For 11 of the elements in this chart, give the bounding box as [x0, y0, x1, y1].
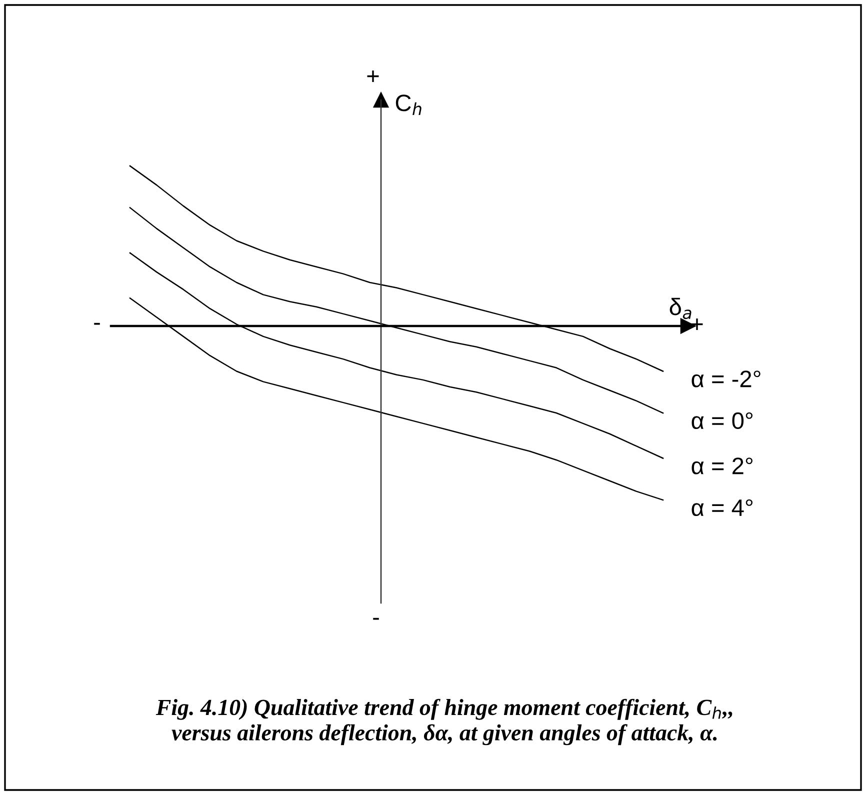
- text: -: [373, 618, 379, 620]
- text: +: [367, 70, 379, 82]
- text: -: [94, 322, 100, 325]
- y-axis-title: C$_{h}$: [396, 94, 422, 115]
- series-label: α = 4°: [692, 499, 752, 516]
- x-axis-title: δ$_{a}$: [670, 298, 692, 320]
- series-label: α = -2°: [692, 370, 760, 388]
- series-label: α = 2°: [692, 458, 752, 474]
- caption: Fig. 4.10) Qualitative trend of hinge moment coefficient, C$_{h}$,, versus ailerons deflection, δα, at given angles of attack, α.: [156, 698, 732, 746]
- series-label: α = 0°: [692, 412, 752, 430]
- text: +: [691, 318, 703, 330]
